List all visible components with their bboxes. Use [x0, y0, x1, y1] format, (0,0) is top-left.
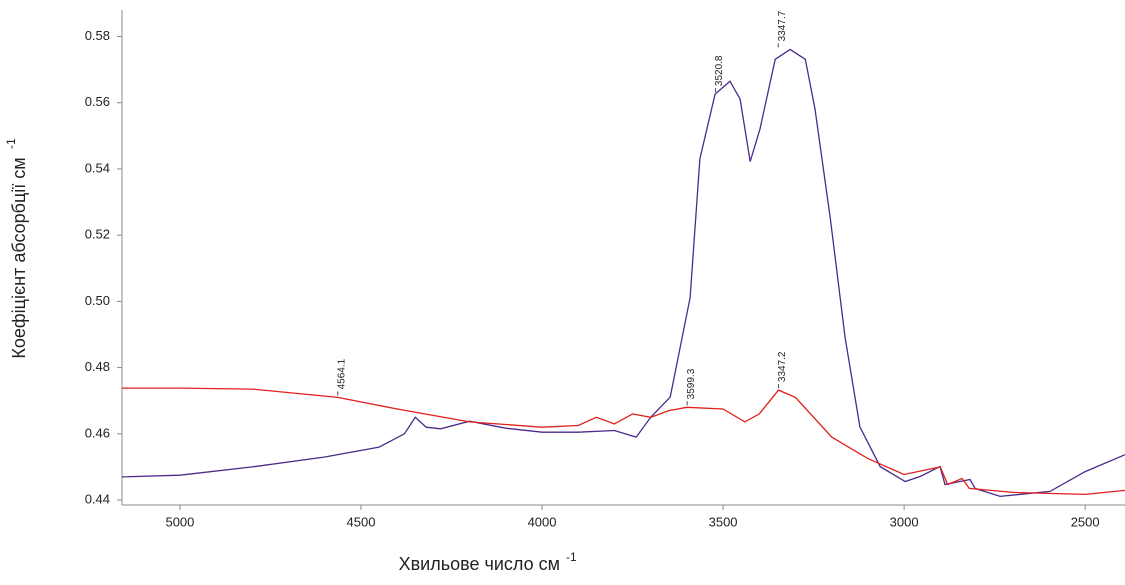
spectrum-line	[122, 48, 1125, 498]
annotation: 3599.3	[686, 368, 697, 399]
x-tick-label: 4500	[347, 514, 376, 529]
x-tick-label: 3000	[890, 514, 919, 529]
y-tick-label: 0.58	[85, 28, 110, 43]
y-axis-label: Коефіцієнт абсорбції см	[9, 157, 29, 358]
annotation: 4564.1	[336, 358, 347, 389]
y-tick-label: 0.44	[85, 491, 110, 506]
spectrum-line	[122, 387, 1125, 496]
y-axis-label-sup: -1	[4, 138, 18, 149]
annotation: 3347.7	[777, 10, 788, 41]
y-tick-label: 0.54	[85, 160, 110, 175]
y-tick-label: 0.48	[85, 359, 110, 374]
annotation: 3520.8	[714, 55, 725, 86]
x-tick-label: 4000	[528, 514, 557, 529]
annotation: 3347.2	[777, 351, 788, 382]
y-tick-label: 0.50	[85, 293, 110, 308]
x-axis-label-sup: -1	[566, 550, 577, 564]
y-label-group: Коефіцієнт абсорбції см -1	[4, 138, 29, 359]
x-tick-label: 5000	[165, 514, 194, 529]
y-tick-label: 0.52	[85, 227, 110, 242]
y-tick-label: 0.56	[85, 94, 110, 109]
x-tick-label: 3500	[709, 514, 738, 529]
x-tick-label: 2500	[1071, 514, 1100, 529]
plot-area	[122, 48, 1125, 498]
y-tick-label: 0.46	[85, 425, 110, 440]
x-axis-label: Хвильове число см	[399, 554, 560, 574]
